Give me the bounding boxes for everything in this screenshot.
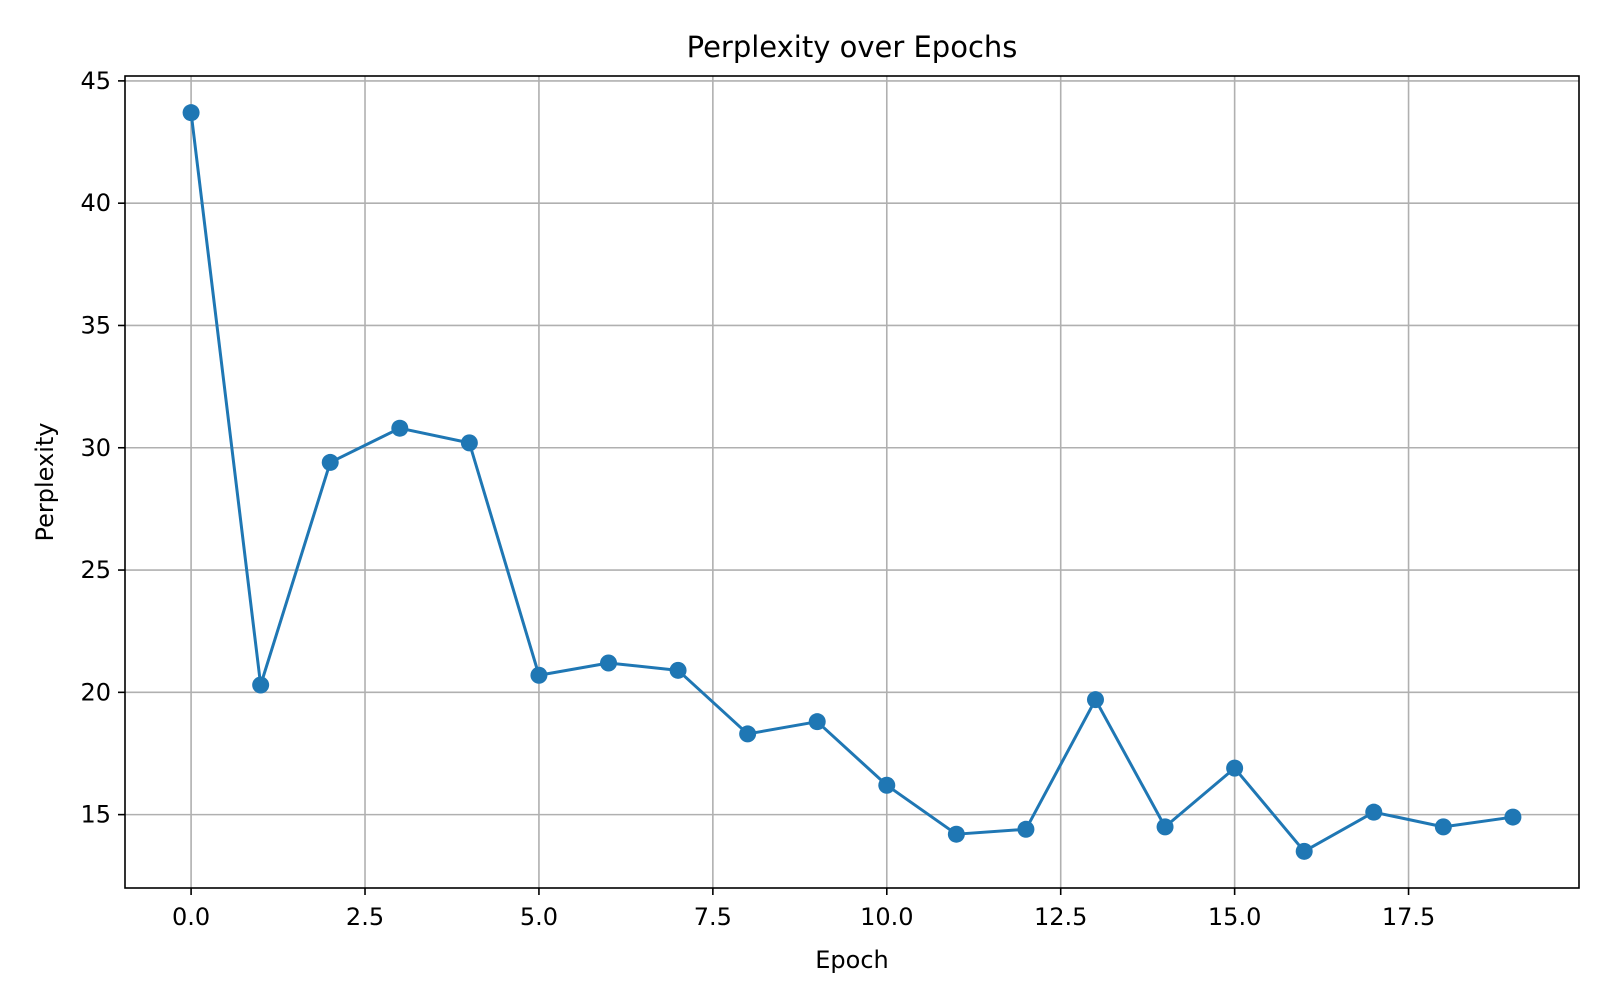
x-tick-label: 5.0 — [520, 903, 558, 931]
chart-title: Perplexity over Epochs — [687, 30, 1018, 64]
y-tick-label: 35 — [80, 311, 111, 339]
x-tick-label: 12.5 — [1034, 903, 1087, 931]
data-point — [669, 661, 687, 679]
y-axis-label: Perplexity — [31, 423, 59, 542]
series-markers — [182, 104, 1522, 860]
x-tick-label: 7.5 — [694, 903, 732, 931]
data-point — [1017, 820, 1035, 838]
y-tick-label: 25 — [80, 556, 111, 584]
data-point — [460, 434, 478, 452]
plot-frame — [124, 75, 1580, 889]
data-point — [321, 453, 339, 471]
data-point — [1295, 842, 1313, 860]
series-line — [189, 111, 1515, 853]
data-point — [1365, 803, 1383, 821]
x-tick-label: 10.0 — [860, 903, 913, 931]
data-point — [391, 419, 409, 437]
y-tick-label: 30 — [80, 434, 111, 462]
x-axis-label: Epoch — [815, 946, 889, 974]
data-point — [1434, 818, 1452, 836]
data-point — [182, 104, 200, 122]
axis-ticks: 0.0 2.5 5.0 7.5 10.0 12.5 15.0 17.5 15 20 25 30 35 40… — [80, 67, 1435, 931]
y-tick-label: 15 — [80, 801, 111, 829]
data-point — [1086, 691, 1104, 709]
y-tick-label: 20 — [80, 678, 111, 706]
y-tick-label: 40 — [80, 189, 111, 217]
data-point — [947, 825, 965, 843]
data-point — [808, 713, 826, 731]
y-tick-label: 45 — [80, 67, 111, 95]
data-point — [1226, 759, 1244, 777]
grid — [125, 76, 1579, 888]
data-point — [878, 776, 896, 794]
x-tick-label: 17.5 — [1382, 903, 1435, 931]
data-point — [600, 654, 618, 672]
x-tick-label: 0.0 — [172, 903, 210, 931]
data-point — [739, 725, 757, 743]
x-tick-label: 15.0 — [1208, 903, 1261, 931]
data-point — [252, 676, 270, 694]
data-point — [1156, 818, 1174, 836]
data-point — [530, 666, 548, 684]
data-point — [1504, 808, 1522, 826]
x-tick-label: 2.5 — [346, 903, 384, 931]
series-line-layer — [189, 111, 1515, 853]
